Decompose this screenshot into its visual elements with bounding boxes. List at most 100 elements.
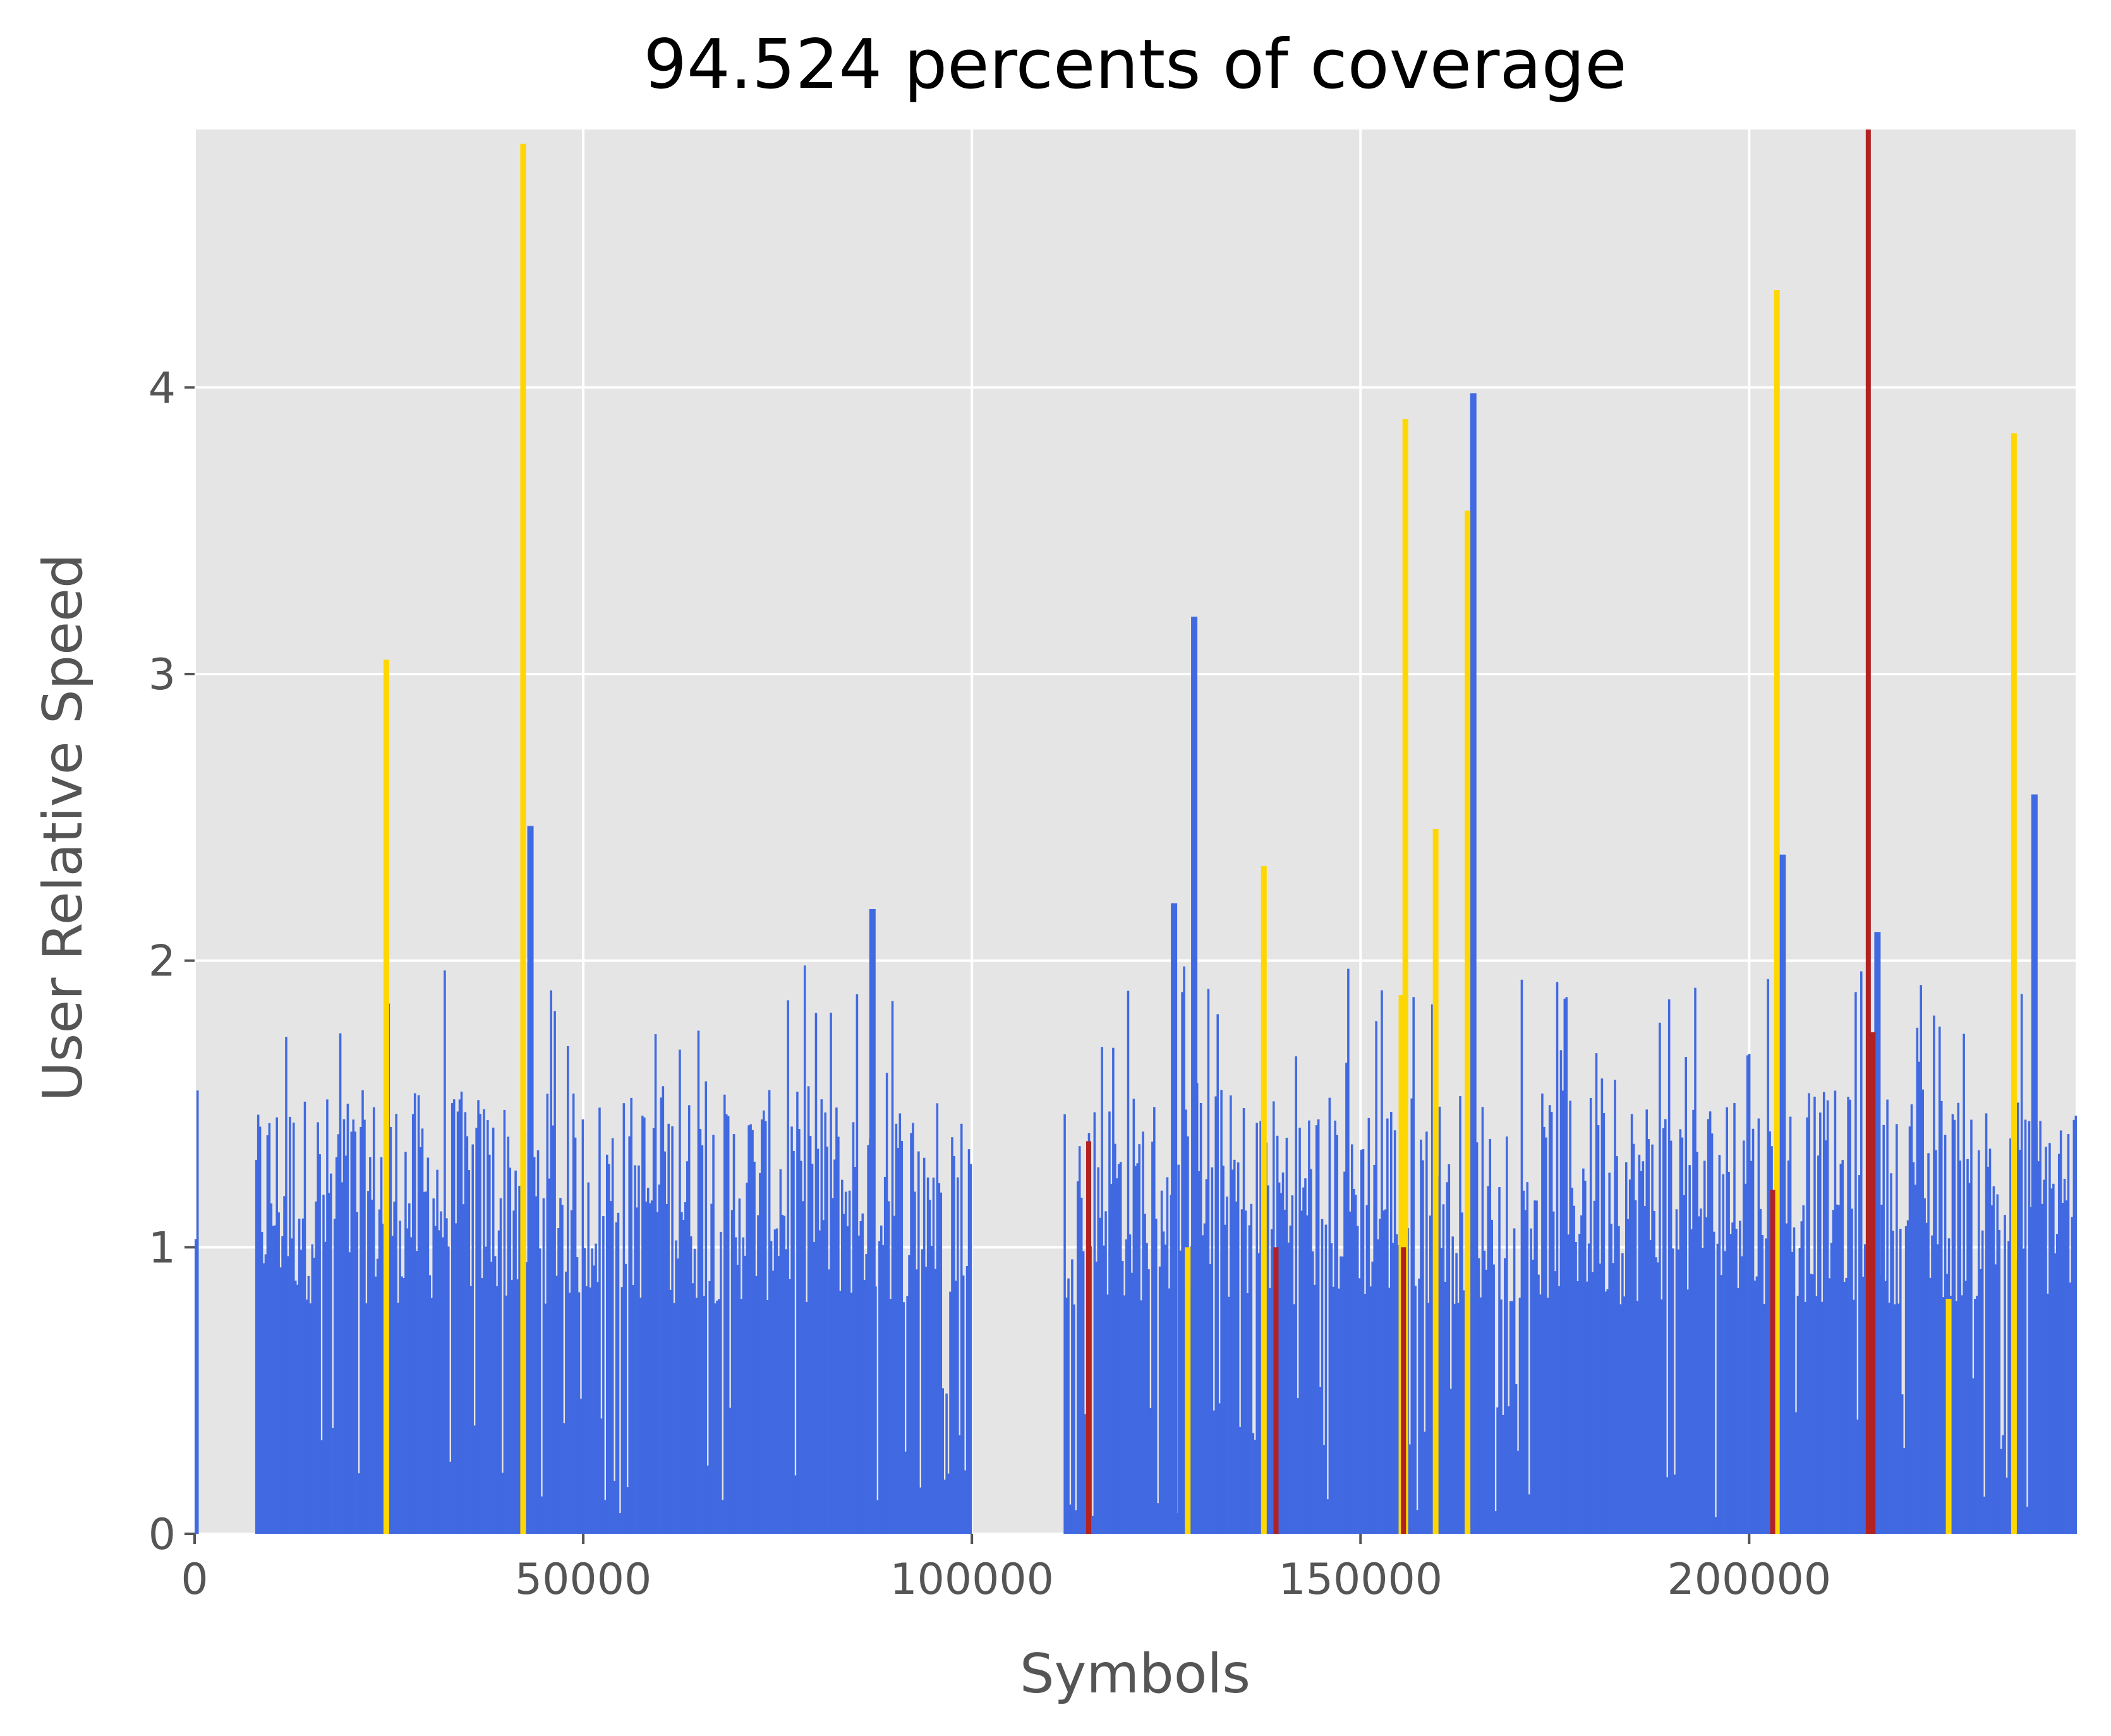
bar [1987, 1166, 1990, 1534]
bar [1727, 1171, 1730, 1534]
bar [1942, 1297, 1945, 1534]
bar [1664, 1119, 1667, 1534]
bar [1147, 1269, 1150, 1534]
bar [555, 1275, 558, 1534]
bar [360, 1126, 362, 1534]
bar [1115, 1178, 1118, 1534]
bar [1146, 1243, 1148, 1534]
bar [751, 1130, 754, 1534]
bar [1985, 1113, 1988, 1534]
bar [1360, 1150, 1363, 1534]
bar [1841, 1160, 1844, 1534]
bar [1112, 1047, 1115, 1534]
bar [1259, 1121, 1262, 1534]
highlight-bar [1774, 290, 1780, 1534]
bar [803, 965, 806, 1534]
bar [940, 1192, 943, 1534]
bar [660, 1097, 663, 1534]
bar [2000, 1449, 2002, 1534]
bar [1448, 1164, 1451, 1534]
bar [969, 1164, 972, 1534]
bar [1293, 1304, 1296, 1534]
bar [550, 990, 552, 1534]
bar [462, 1204, 465, 1534]
chart-title: 94.524 percents of coverage [643, 25, 1627, 104]
bar [822, 1220, 825, 1534]
bar [1158, 1266, 1161, 1534]
bar [458, 1099, 461, 1534]
bar [1608, 1172, 1611, 1534]
bar [1812, 1274, 1814, 1534]
bar [507, 1136, 510, 1534]
bar [1552, 1211, 1555, 1534]
bar [1735, 1229, 1738, 1534]
bar [1896, 1124, 1898, 1534]
bar [447, 1246, 450, 1534]
bar [716, 1300, 718, 1534]
bar [824, 1112, 826, 1534]
bar [1667, 999, 1671, 1534]
bar [839, 1291, 842, 1534]
bar [1712, 1231, 1715, 1534]
bar [1826, 1100, 1829, 1534]
bar [380, 1157, 383, 1534]
bar [1951, 1114, 1954, 1534]
bar [607, 1164, 610, 1534]
bar [1149, 1407, 1152, 1534]
bar [553, 1011, 556, 1534]
bar [904, 1451, 907, 1534]
bar [1920, 985, 1923, 1534]
bar [878, 1241, 881, 1534]
bar [598, 1107, 601, 1534]
bar [449, 1461, 452, 1534]
bar [902, 1302, 905, 1534]
bar [611, 1138, 614, 1534]
bar [1511, 1301, 1514, 1534]
bar [2072, 1119, 2076, 1534]
bar [408, 1203, 411, 1534]
bar [1729, 1234, 1732, 1534]
bar [689, 1236, 693, 1534]
x-tick-label: 100000 [890, 1555, 1054, 1605]
bar [1731, 1222, 1734, 1534]
bar [1836, 1204, 1839, 1534]
bar [1332, 1286, 1335, 1534]
bar [1647, 1139, 1650, 1534]
bar [671, 1126, 674, 1534]
bar [1589, 1097, 1592, 1534]
bar [677, 1258, 679, 1534]
bar [281, 1236, 284, 1534]
bar [410, 1237, 413, 1534]
bar [1330, 1243, 1333, 1534]
bar [1804, 1301, 1806, 1534]
bar [609, 1201, 612, 1534]
bar [1977, 1150, 1980, 1534]
bar [2018, 1150, 2021, 1534]
bar [757, 1215, 759, 1534]
bar [1530, 1228, 1532, 1534]
bar [1504, 1258, 1506, 1534]
bar [307, 1275, 310, 1534]
bar [1595, 1053, 1598, 1534]
bar [1156, 1503, 1159, 1534]
bar [2007, 1241, 2010, 1534]
bar [779, 1169, 782, 1534]
bar [1757, 1118, 1760, 1534]
bar [912, 1123, 914, 1534]
bar [1349, 1211, 1352, 1534]
bar [794, 1475, 797, 1534]
bar [1696, 1152, 1698, 1534]
bar [1653, 1210, 1655, 1534]
bar [619, 1513, 622, 1534]
bar [1162, 1231, 1165, 1534]
bar [1334, 1120, 1336, 1534]
bar [900, 1141, 904, 1534]
bar [1240, 1209, 1243, 1534]
bar [1546, 1298, 1549, 1534]
bar [372, 1107, 375, 1534]
bar [1983, 1497, 1986, 1534]
bar [1714, 1517, 1717, 1534]
bar [830, 1013, 832, 1534]
bar [1427, 1303, 1430, 1534]
bar [451, 1103, 454, 1534]
